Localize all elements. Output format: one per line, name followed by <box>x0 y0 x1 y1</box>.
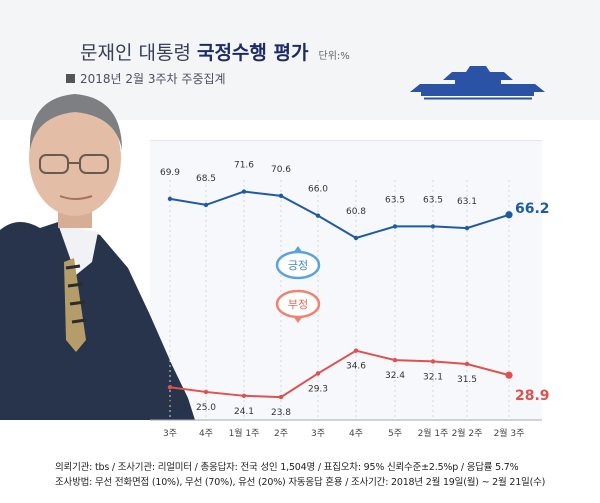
point-negative <box>278 394 284 400</box>
point-negative <box>505 371 513 379</box>
subtitle-text: 2018년 2월 3주차 주중집계 <box>80 72 226 86</box>
title-light: 문재인 대통령 <box>80 42 191 64</box>
point-positive <box>430 224 436 229</box>
x-tick-label: 5주 <box>388 428 402 439</box>
data-label-negative: 29.3 <box>308 384 328 394</box>
point-positive <box>241 189 247 194</box>
data-label-negative: 32.1 <box>423 372 443 382</box>
point-positive <box>464 225 470 231</box>
unit-label: 단위:% <box>318 51 350 62</box>
data-label-positive: 66.0 <box>308 185 328 195</box>
x-tick-label: 4주 <box>199 428 213 439</box>
plot-area <box>150 140 542 419</box>
legend-bubble-negative <box>275 289 321 319</box>
point-negative <box>167 385 173 390</box>
square-bullet-icon <box>66 74 75 83</box>
x-tick-label: 3주 <box>311 428 325 439</box>
point-positive <box>278 193 284 199</box>
data-label-positive: 68.5 <box>196 174 216 184</box>
data-label-negative: 32.4 <box>385 371 405 381</box>
point-positive <box>203 202 209 208</box>
point-positive <box>392 224 398 229</box>
data-label-positive: 66.2 <box>515 201 550 217</box>
data-label-negative: 28.9 <box>515 388 550 404</box>
data-label-negative: 31.5 <box>457 375 477 385</box>
data-label-positive: 60.8 <box>346 207 366 217</box>
point-positive <box>353 235 359 241</box>
series-line-negative <box>169 349 510 399</box>
president-photo <box>0 94 195 420</box>
data-label-positive: 70.6 <box>271 165 291 175</box>
point-positive <box>315 213 321 218</box>
point-negative <box>353 348 359 353</box>
data-label-negative: 26.1 <box>160 398 180 408</box>
data-label-negative: 34.6 <box>346 362 366 372</box>
title-bold: 국정수행 평가 <box>196 42 309 64</box>
data-label-positive: 69.9 <box>160 168 180 178</box>
chart-subtitle: 2018년 2월 3주차 주중집계 <box>66 70 226 87</box>
point-positive <box>167 196 173 202</box>
point-negative <box>203 389 209 395</box>
plot-layer: 3주 4주 1월 1주 2주 3주 4주 5주 2월 1주 2월 2주 2월 3주 69.9 68.5… <box>150 161 550 439</box>
x-tick-label: 2주 <box>274 428 288 439</box>
data-label-positive: 71.6 <box>234 161 254 171</box>
legend-label-negative: 부정 <box>288 298 308 311</box>
x-tick-label: 2월 2주 <box>452 427 483 439</box>
x-tick-label: 2월 3주 <box>494 427 525 439</box>
chart-title: 문재인 대통령 국정수행 평가 단위:% <box>80 38 350 65</box>
footer-line-2: 조사방법: 무선 전화면접 (10%), 무선 (70%), 유선 (20%) … <box>55 477 546 488</box>
point-negative <box>464 361 470 367</box>
x-tick-label: 2월 1주 <box>418 427 449 439</box>
data-label-positive: 63.5 <box>423 195 443 205</box>
footer-line-1: 의뢰기관: tbs / 조사기관: 리얼미터 / 총응답자: 전국 성인 1,5… <box>55 462 519 473</box>
data-label-negative: 25.0 <box>196 403 216 413</box>
data-label-negative: 23.8 <box>271 408 291 418</box>
legend-bubble-positive <box>275 250 321 280</box>
header-band <box>0 0 600 120</box>
point-negative <box>392 357 398 363</box>
data-label-positive: 63.5 <box>385 195 405 205</box>
point-negative <box>430 359 436 364</box>
legend-label-positive: 긍정 <box>288 259 308 272</box>
x-tick-label: 4주 <box>349 428 363 439</box>
x-tick-label: 1월 1주 <box>229 427 260 439</box>
point-negative <box>315 371 321 376</box>
data-label-positive: 63.1 <box>457 197 477 207</box>
blue-house-icon <box>410 66 545 100</box>
series-line-positive <box>169 190 510 240</box>
point-positive <box>505 211 513 219</box>
data-label-negative: 24.1 <box>234 407 254 417</box>
x-tick-label: 3주 <box>163 428 177 439</box>
point-negative <box>241 393 247 399</box>
